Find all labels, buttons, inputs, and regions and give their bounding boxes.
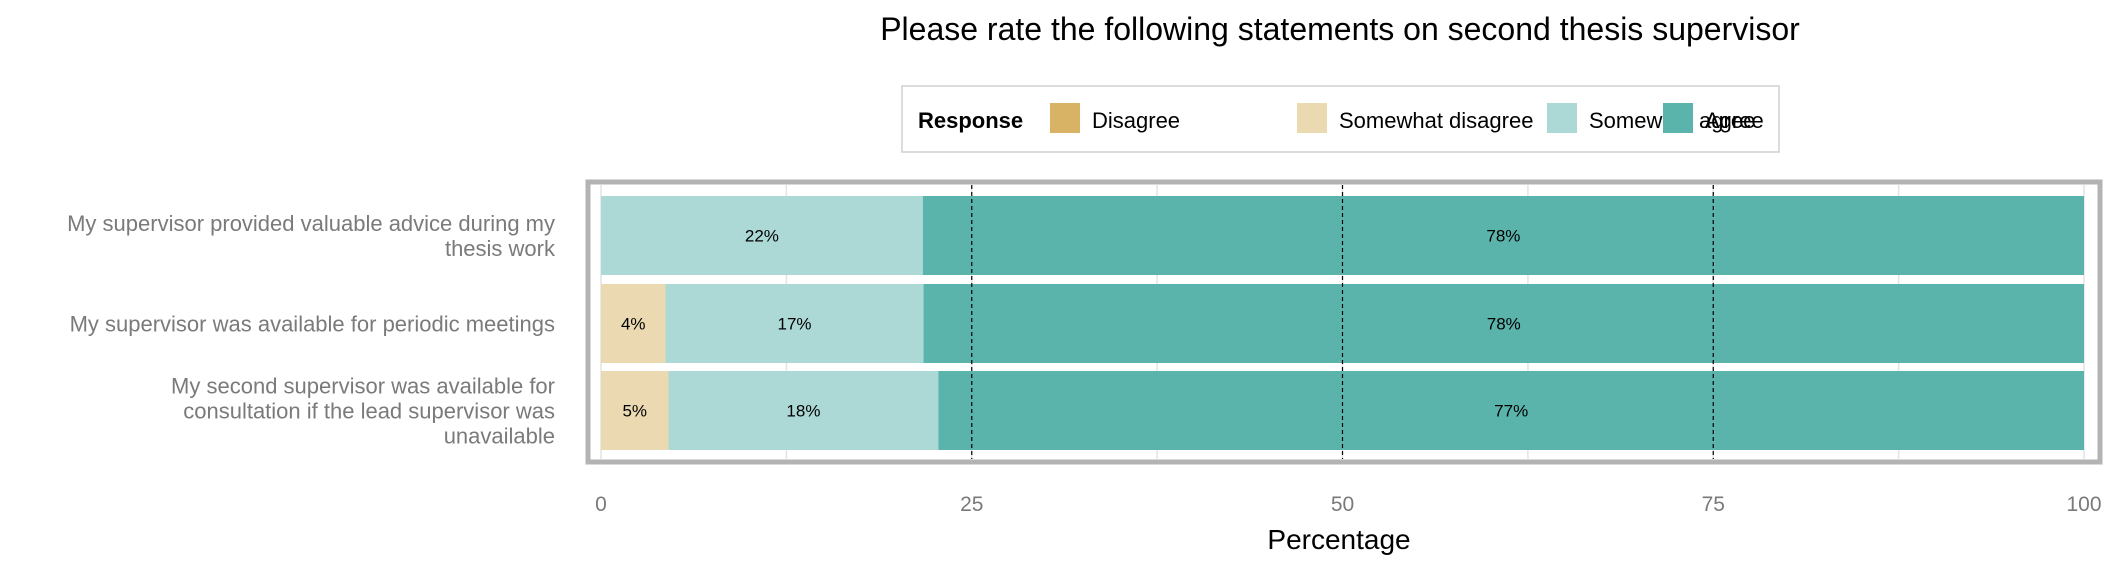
legend: Response Disagree Somewhat disagree Somewh… xyxy=(901,85,1780,153)
legend-swatch-agree xyxy=(1663,103,1693,133)
data-label-somewhat-disagree-row-3: 5% xyxy=(622,402,647,421)
data-label-somewhat-agree-row-1: 22% xyxy=(745,227,779,246)
category-label-row-3: consultation if the lead supervisor was xyxy=(183,399,555,424)
category-label-row-3: unavailable xyxy=(444,424,555,449)
legend-swatch-disagree xyxy=(1050,103,1080,133)
legend-swatch-somewhat-disagree xyxy=(1297,103,1327,133)
data-label-agree-row-3: 77% xyxy=(1494,402,1528,421)
legend-label-disagree: Disagree xyxy=(1092,108,1180,133)
data-label-somewhat-disagree-row-2: 4% xyxy=(621,315,646,334)
bar-agree-row-1 xyxy=(922,196,2084,275)
category-label-row-1: thesis work xyxy=(445,236,556,261)
x-tick-label: 75 xyxy=(1702,493,1725,516)
x-tick-label: 100 xyxy=(2066,493,2101,516)
category-label-row-1: My supervisor provided valuable advice d… xyxy=(67,211,555,236)
chart-title: Please rate the following statements on … xyxy=(880,11,1800,47)
x-axis-title: Percentage xyxy=(1267,524,1410,555)
data-label-somewhat-agree-row-2: 17% xyxy=(778,315,812,334)
data-label-agree-row-1: 78% xyxy=(1486,227,1520,246)
bar-agree-row-3 xyxy=(938,371,2084,450)
legend-title: Response xyxy=(918,108,1023,133)
x-tick-label: 50 xyxy=(1331,493,1354,516)
data-label-somewhat-agree-row-3: 18% xyxy=(786,402,820,421)
x-tick-label: 25 xyxy=(960,493,983,516)
bar-somewhat-disagree-row-2 xyxy=(601,284,666,363)
category-label-row-3: My second supervisor was available for xyxy=(171,374,555,399)
legend-entries: Disagree Somewhat disagree Somewhat agreeA… xyxy=(1050,103,1764,133)
plot-area: 22% 78% 4% 17% 78% 5% 18% 77% My supervisor prov… xyxy=(67,179,2103,516)
legend-label-somewhat-disagree: Somewhat disagree xyxy=(1339,108,1533,133)
bar-somewhat-agree-row-2 xyxy=(665,284,924,363)
bar-somewhat-agree-row-1 xyxy=(601,196,923,275)
bar-somewhat-agree-row-3 xyxy=(668,371,939,450)
data-label-agree-row-2: 78% xyxy=(1487,315,1521,334)
category-label-row-2: My supervisor was available for periodic… xyxy=(70,312,555,337)
x-tick-label: 0 xyxy=(595,493,607,516)
legend-label-agree: Agree xyxy=(1705,108,1764,133)
bar-agree-row-2 xyxy=(923,284,2084,363)
bar-somewhat-disagree-row-3 xyxy=(601,371,669,450)
legend-swatch-somewhat-agree xyxy=(1547,103,1577,133)
legend-box xyxy=(901,85,1780,153)
